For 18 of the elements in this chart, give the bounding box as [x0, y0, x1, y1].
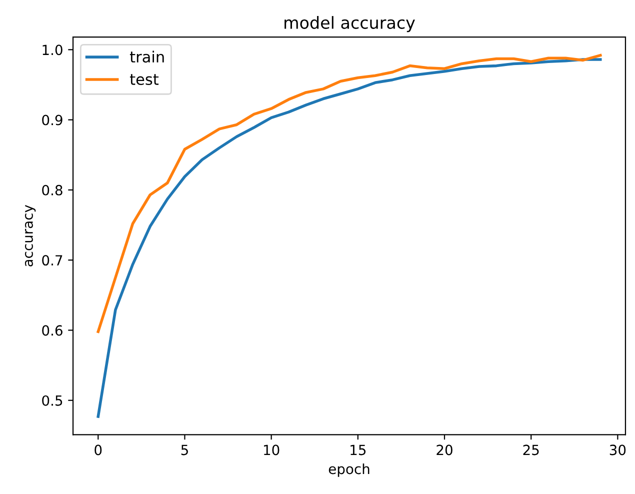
y-axis-title: accuracy	[24, 204, 36, 266]
legend-label: test	[130, 74, 159, 86]
y-tick-label: 0.5	[42, 395, 62, 406]
x-tick-label: 10	[264, 444, 280, 456]
y-tick-label: 0.8	[42, 184, 62, 196]
x-axis-title: epoch	[328, 463, 370, 477]
x-tick-label: 0	[94, 444, 102, 456]
y-tick-label: 0.7	[42, 255, 62, 266]
x-tick-label: 20	[436, 444, 452, 456]
x-tick-label: 25	[523, 444, 539, 456]
x-tick-label: 15	[350, 444, 366, 456]
y-tick-label: 1.0	[42, 44, 62, 56]
y-tick-label: 0.6	[42, 325, 62, 336]
legend-label: train	[130, 50, 164, 63]
y-tick-label: 0.9	[42, 114, 62, 126]
x-tick-label: 30	[610, 444, 626, 456]
x-tick-label: 5	[181, 444, 188, 456]
chart-title: model accuracy	[284, 16, 415, 32]
